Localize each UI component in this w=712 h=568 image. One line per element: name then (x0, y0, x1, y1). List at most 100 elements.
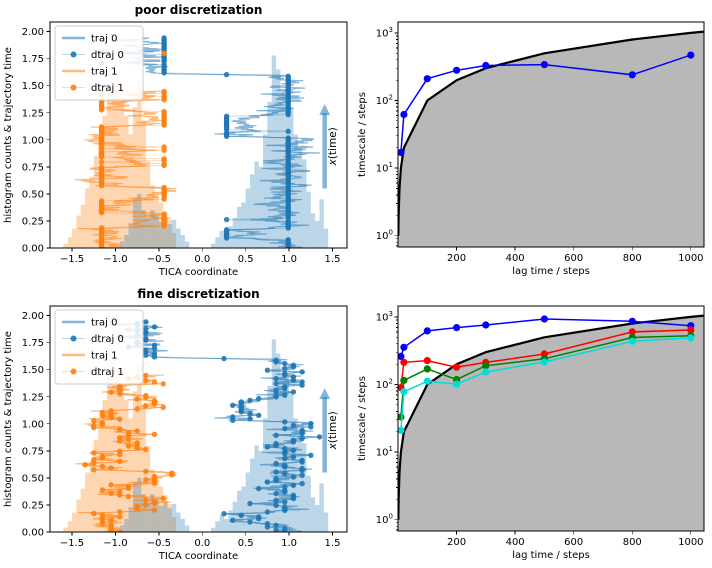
legend-label: dtraj 0 (91, 334, 124, 345)
time-arrow-label: x(time) (327, 127, 339, 166)
chart-poor: x(time) −1.5 −1.0 −0.5 0.0 0.5 1.0 1.5 0.00 0.25 0… (3, 3, 348, 278)
y-tick-label: 0.25 (22, 500, 44, 511)
x-tick-label: 400 (506, 253, 525, 264)
y-tick-label: 1.00 (22, 419, 44, 430)
y-tick-label: 2.00 (22, 311, 44, 322)
x-tick-label: −1.5 (60, 538, 84, 549)
y-tick-label: 100 (376, 513, 393, 527)
y-tick-label: 102 (376, 377, 393, 391)
x-axis-label: lag time / steps (512, 550, 590, 561)
axis-ticks (46, 315, 333, 536)
its-series-line-its_red (400, 329, 691, 388)
x-tick-label: 0.0 (194, 538, 210, 549)
trajectory-path-traj-0 (109, 36, 321, 248)
y-tick-label: 1.75 (22, 54, 44, 65)
x-tick-label: 600 (564, 253, 583, 264)
dtraj-dots-traj-1 (98, 88, 167, 248)
legend: traj 0 dtraj 0 traj 1 dtraj 1 (54, 309, 144, 385)
chart-its-poor: 200 400 600 800 1000 100 101 102 103 lag time / s… (357, 21, 705, 277)
time-arrow (319, 388, 331, 473)
legend-label: traj 0 (91, 34, 117, 45)
axis-ticks (394, 32, 692, 251)
y-axis-label: timescale / steps (357, 376, 368, 461)
y-tick-label: 1.50 (22, 365, 44, 376)
axes-spines (49, 21, 348, 249)
y-tick-label: 101 (376, 445, 393, 459)
x-tick-label: 200 (447, 537, 466, 548)
legend-label: traj 0 (91, 318, 117, 329)
reference-line (398, 30, 704, 236)
its-series-line-its_blue (400, 54, 692, 153)
axes-spines (49, 305, 348, 533)
x-tick-label: −1.5 (60, 254, 84, 265)
y-tick-label: 101 (376, 161, 393, 175)
x-tick-label: 800 (623, 253, 642, 264)
its-series-line-its_green (400, 335, 691, 418)
time-arrow-label: x(time) (327, 411, 339, 450)
subplot-implied-timescales-poor: 200 400 600 800 1000 100 101 102 103 lag time / s… (356, 0, 712, 288)
legend-label: traj 1 (91, 67, 117, 78)
x-tick-label: 200 (447, 253, 466, 264)
legend-label: dtraj 1 (91, 83, 124, 94)
y-tick-label: 100 (376, 229, 393, 243)
y-tick-label: 102 (376, 93, 393, 107)
subplot-title: fine discretization (137, 287, 259, 301)
axes-spines (397, 305, 705, 532)
trajectory-path-traj-1 (75, 90, 177, 248)
y-tick-label: 2.00 (22, 27, 44, 38)
x-tick-label: 800 (623, 537, 642, 548)
y-tick-label: 0.00 (22, 528, 44, 539)
subplot-fine-discretization: x(time) −1.5 −1.0 −0.5 0.0 0.5 1.0 1.5 0.00 0.25 0… (0, 284, 356, 568)
x-tick-label: 1000 (678, 537, 703, 548)
x-axis-label: TICA coordinate (158, 267, 238, 278)
dtraj-dots-traj-1 (82, 372, 175, 532)
legend-label: traj 1 (91, 351, 117, 362)
x-tick-label: 600 (564, 537, 583, 548)
y-tick-label: 0.50 (22, 189, 44, 200)
axis-ticks (394, 316, 692, 535)
x-tick-label: 1.0 (281, 538, 297, 549)
subplot-implied-timescales-fine: 200 400 600 800 1000 100 101 102 103 lag time / s… (356, 284, 712, 568)
y-tick-label: 0.25 (22, 216, 44, 227)
chart-fine: x(time) −1.5 −1.0 −0.5 0.0 0.5 1.0 1.5 0.00 0.25 0… (3, 287, 348, 562)
time-arrow (319, 104, 331, 189)
y-tick-label: 1.25 (22, 392, 44, 403)
x-tick-label: −1.0 (103, 254, 127, 265)
y-tick-label: 103 (376, 26, 393, 40)
stray-dtraj-dot (161, 50, 167, 56)
chart-its-fine: 200 400 600 800 1000 100 101 102 103 lag time / s… (357, 305, 705, 561)
subplot-poor-discretization: x(time) −1.5 −1.0 −0.5 0.0 0.5 1.0 1.5 0.00 0.25 0… (0, 0, 356, 288)
y-tick-label: 1.75 (22, 338, 44, 349)
axis-ticks (46, 31, 333, 252)
unresolvable-region (398, 31, 704, 247)
y-tick-label: 1.25 (22, 108, 44, 119)
y-tick-label: 1.00 (22, 135, 44, 146)
x-tick-label: −1.0 (103, 538, 127, 549)
y-tick-label: 0.75 (22, 162, 44, 173)
x-tick-label: −0.5 (147, 538, 171, 549)
x-tick-label: 1000 (678, 253, 703, 264)
legend: traj 0 dtraj 0 traj 1 dtraj 1 (54, 25, 144, 101)
y-tick-label: 1.50 (22, 81, 44, 92)
its-series-line-its_blue (400, 318, 691, 357)
its-series-dots-its_blue (398, 51, 695, 157)
y-tick-label: 103 (376, 310, 393, 324)
x-tick-label: 1.5 (325, 254, 341, 265)
y-tick-label: 0.75 (22, 446, 44, 457)
axes-spines (397, 21, 705, 248)
y-axis-label: histogram counts & trajectory time (3, 47, 14, 223)
x-tick-label: 0.0 (194, 254, 210, 265)
x-tick-label: 1.0 (281, 254, 297, 265)
y-tick-label: 0.00 (22, 244, 44, 255)
unresolvable-region (398, 315, 704, 531)
y-axis-label: timescale / steps (357, 92, 368, 177)
x-tick-label: 1.5 (325, 538, 341, 549)
subplot-title: poor discretization (135, 3, 263, 17)
x-axis-label: TICA coordinate (158, 551, 238, 562)
x-tick-label: 0.5 (238, 538, 254, 549)
x-tick-label: 0.5 (238, 254, 254, 265)
its-series-line-its_cyan (400, 337, 691, 431)
x-tick-label: −0.5 (147, 254, 171, 265)
x-tick-label: 400 (506, 537, 525, 548)
